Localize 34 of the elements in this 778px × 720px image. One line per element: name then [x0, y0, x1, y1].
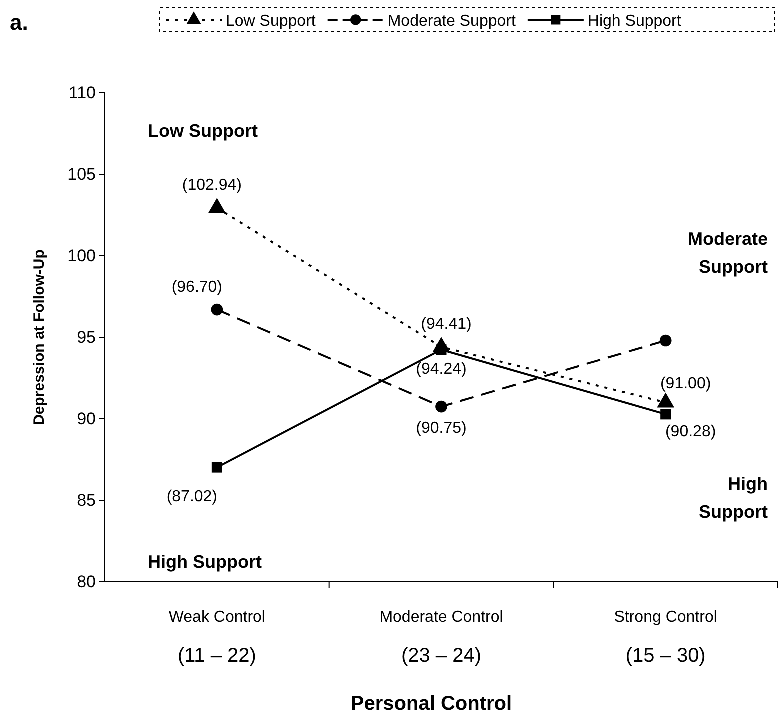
- point: [660, 334, 672, 347]
- x-tick-label: Strong Control (15 – 30): [614, 609, 718, 667]
- annotation: Moderate Support: [688, 229, 768, 277]
- text: a.: [10, 10, 28, 35]
- x-axis-title: Personal Control: [350, 693, 512, 715]
- data-label: (90.75): [416, 420, 467, 437]
- legend-label: Low Support: [226, 13, 316, 30]
- x-tick-label: Weak Control (11 – 22): [168, 609, 266, 667]
- y-tick-label: 105: [68, 164, 96, 184]
- y-axis-title: Depression at Follow-Up: [31, 250, 48, 426]
- data-label: (96.70): [172, 278, 223, 296]
- data-label: (87.02): [166, 488, 218, 506]
- y-tick-label: 90: [77, 409, 96, 428]
- point: [211, 304, 224, 316]
- data-label: (94.41): [421, 316, 472, 334]
- y-tick-label: 110: [68, 83, 96, 102]
- annotation: High Support: [699, 474, 768, 522]
- data-label: (94.24): [416, 360, 467, 378]
- x-tick-label: Moderate Control (23 – 24): [380, 609, 504, 667]
- y-tick-label: 95: [77, 328, 96, 347]
- point: [208, 198, 226, 214]
- y-tick-label: 100: [68, 246, 96, 266]
- y-tick-label: 85: [77, 490, 96, 510]
- point: [660, 409, 672, 420]
- point: [212, 462, 222, 473]
- data-label: (91.00): [660, 376, 712, 393]
- data-label: (90.28): [665, 423, 716, 440]
- point: [436, 400, 448, 413]
- annotation: High Support: [148, 552, 262, 572]
- data-label: (102.94): [182, 177, 242, 194]
- annotation: Low Support: [148, 121, 258, 141]
- legend-label: High Support: [588, 13, 682, 30]
- legend-label: Moderate Support: [388, 13, 516, 30]
- y-tick-label: 80: [77, 572, 96, 592]
